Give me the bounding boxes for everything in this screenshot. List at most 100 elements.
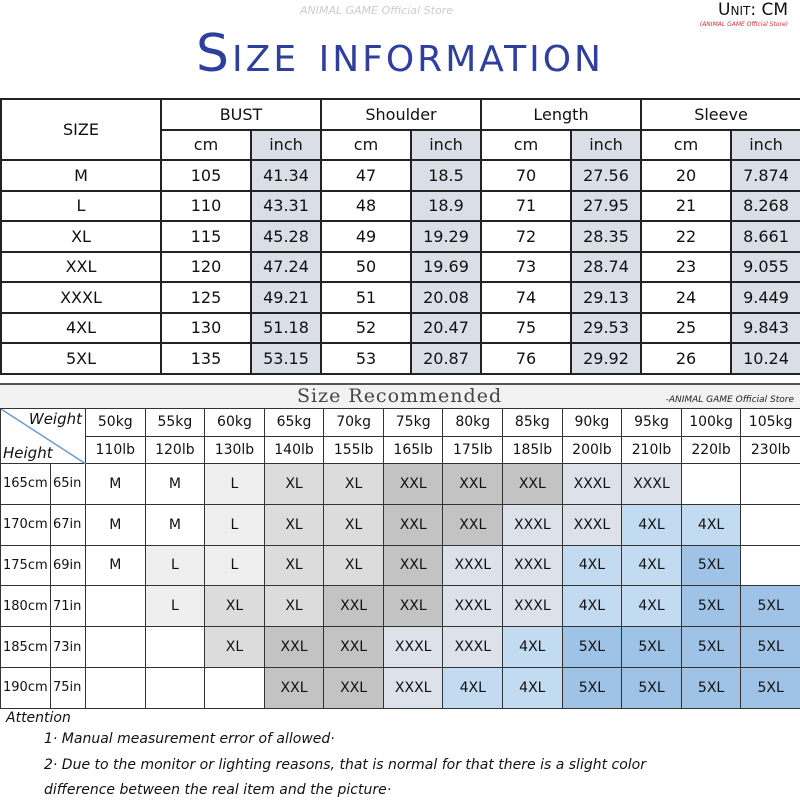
group-header: BUST	[160, 98, 322, 131]
value-cell: 51	[320, 281, 412, 314]
weight-lb: 130lb	[204, 435, 265, 464]
size-recommendation: XL	[263, 585, 325, 628]
value-cell: 135	[160, 342, 252, 375]
header-row: SIZE BUST Shoulder Length Sleeve	[0, 98, 800, 161]
size-recommendation	[204, 666, 265, 709]
value-cell: 19.69	[410, 250, 482, 283]
unit-row: cm inch cm inch cm inch cm inch	[1, 128, 800, 161]
size-recommendation: L	[144, 585, 206, 628]
table-row: 4XL 130 51.18 52 20.47 75 29.53 25 9.843	[0, 311, 800, 344]
table-row: XXXL 125 49.21 51 20.08 74 29.13 24 9.449	[0, 281, 800, 314]
weight-lb: 200lb	[561, 435, 623, 464]
weight-height-header: Weight Height	[0, 408, 86, 464]
size-cell: XXXL	[0, 281, 162, 314]
size-recommendation: 4XL	[502, 626, 563, 668]
watermark: ANIMAL GAME Official Store	[300, 4, 453, 17]
value-cell: 48	[320, 189, 412, 222]
size-recommendation: XXL	[323, 626, 384, 668]
weight-lb: 155lb	[323, 435, 384, 464]
size-recommendation: XXL	[442, 503, 504, 546]
height-label: Height	[3, 444, 53, 462]
size-recommendation: M	[144, 503, 206, 546]
value-cell: 53	[320, 342, 412, 375]
size-recommendation: XL	[323, 503, 384, 546]
height-in: 75in	[50, 666, 86, 709]
height-in: 69in	[50, 544, 86, 587]
size-recommendation: XXL	[382, 585, 444, 628]
size-recommendation: XL	[323, 544, 384, 587]
height-in: 67in	[50, 503, 86, 546]
height-cm: 180cm	[0, 585, 51, 628]
size-recommendation: XXL	[263, 666, 325, 709]
size-recommendation: M	[85, 463, 146, 505]
size-recommendation: 4XL	[621, 503, 682, 546]
weight-lb: 110lb	[85, 435, 146, 464]
store-label: (ANIMAL GAME Official Store)	[699, 21, 788, 28]
weight-lb-row: 110lb 120lb 130lb 140lb 155lb 165lb 175lb 185lb…	[1, 435, 800, 464]
value-cell: 76	[480, 342, 572, 375]
unit-cm: cm	[640, 128, 732, 161]
size-recommendation: XXL	[382, 463, 444, 505]
note-1: 1· Manual measurement error of allowed·	[44, 731, 335, 747]
note-2-cont: difference between the real item and the…	[44, 782, 392, 798]
size-recommendation: L	[144, 544, 206, 587]
value-cell: 115	[160, 220, 252, 253]
size-table: SIZE BUST Shoulder Length Sleeve cm inch cm inch…	[0, 98, 800, 375]
value-cell: 27.56	[570, 159, 642, 192]
size-recommendation: XXXL	[442, 544, 504, 587]
table-row: 5XL 135 53.15 53 20.87 76 29.92 26 10.24	[0, 342, 800, 375]
size-recommendation: XXXL	[442, 626, 504, 668]
value-cell: 9.055	[729, 250, 800, 283]
size-recommendation	[144, 626, 206, 668]
value-cell: 130	[160, 311, 252, 344]
value-cell: 8.661	[729, 220, 800, 253]
recommend-store: -ANIMAL GAME Official Store	[665, 395, 794, 405]
size-recommendation: XXXL	[382, 626, 444, 668]
weight-lb: 210lb	[621, 435, 682, 464]
value-cell: 47	[320, 159, 412, 192]
height-cm: 165cm	[0, 463, 51, 505]
size-recommendation: XXXL	[382, 666, 444, 709]
unit-inch: inch	[250, 128, 322, 161]
table-row: L 110 43.31 48 18.9 71 27.95 21 8.268	[0, 189, 800, 222]
table-row: 190cm 75in XXL XXL XXXL 4XL 4XL 5XL 5XL 5XL 5XL	[0, 666, 800, 709]
size-recommendation: 4XL	[561, 544, 623, 587]
value-cell: 47.24	[250, 250, 322, 283]
value-cell: 18.9	[410, 189, 482, 222]
weight-kg: 75kg	[382, 408, 444, 437]
table-row: XXL 120 47.24 50 19.69 73 28.74 23 9.055	[0, 250, 800, 283]
weight-kg: 85kg	[502, 408, 563, 437]
value-cell: 29.13	[570, 281, 642, 314]
size-recommendation: XXL	[323, 585, 384, 628]
size-recommendation: 5XL	[740, 666, 800, 709]
value-cell: 41.34	[250, 159, 322, 192]
recommend-title-bar	[0, 383, 800, 408]
size-recommendation	[680, 463, 742, 505]
size-recommendation: L	[204, 503, 265, 546]
weight-kg-row: Weight Height 50kg 55kg 60kg 65kg 70kg 75kg 80kg…	[0, 408, 800, 464]
weight-kg: 70kg	[323, 408, 384, 437]
size-recommendation	[740, 463, 800, 505]
size-recommendation: XXXL	[502, 585, 563, 628]
size-recommendation: XL	[263, 503, 325, 546]
weight-kg: 90kg	[561, 408, 623, 437]
weight-kg: 60kg	[204, 408, 265, 437]
size-recommendation: XL	[263, 463, 325, 505]
size-recommendation: XXL	[502, 463, 563, 505]
table-row: XL 115 45.28 49 19.29 72 28.35 22 8.661	[0, 220, 800, 253]
size-recommendation: XXXL	[442, 585, 504, 628]
size-recommendation: 5XL	[680, 585, 742, 628]
size-recommendation: 5XL	[740, 585, 800, 628]
size-header: SIZE	[0, 98, 162, 161]
size-recommendation	[144, 666, 206, 709]
size-recommendation: 5XL	[680, 626, 742, 668]
unit-inch: inch	[410, 128, 482, 161]
weight-lb: 120lb	[144, 435, 206, 464]
value-cell: 8.268	[729, 189, 800, 222]
value-cell: 51.18	[250, 311, 322, 344]
diagonal-line	[1, 409, 86, 464]
size-cell: M	[0, 159, 162, 192]
height-in: 73in	[50, 626, 86, 668]
size-recommendation: 4XL	[621, 585, 682, 628]
value-cell: 20	[640, 159, 732, 192]
